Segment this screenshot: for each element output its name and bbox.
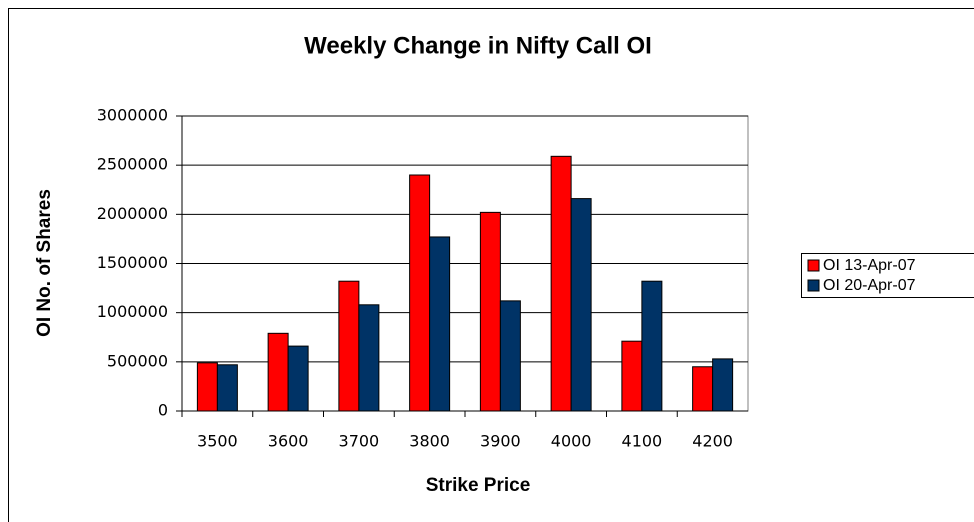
bar: [358, 304, 380, 412]
bar: [621, 340, 643, 412]
bar: [712, 358, 734, 412]
bar: [479, 211, 501, 412]
y-tick-label: 2000000: [97, 204, 168, 223]
x-tick-label: 4100: [622, 432, 663, 451]
bar: [338, 280, 360, 412]
y-tick-label: 1500000: [97, 253, 168, 272]
x-tick-label: 3800: [409, 432, 450, 451]
y-axis-label: OI No. of Shares: [34, 189, 55, 337]
bar: [641, 280, 663, 412]
legend-label: OI 20-Apr-07: [823, 277, 916, 294]
chart-title: Weekly Change in Nifty Call OI: [304, 32, 652, 59]
x-tick-label: 4000: [551, 432, 592, 451]
bar: [570, 198, 592, 412]
bar: [216, 364, 238, 412]
y-tick-label: 3000000: [97, 106, 168, 125]
x-axis-label: Strike Price: [426, 475, 531, 496]
legend-swatch: [807, 259, 820, 272]
bar: [409, 174, 431, 412]
y-tick-label: 500000: [107, 351, 168, 370]
x-tick-label: 3900: [480, 432, 521, 451]
legend-label: OI 13-Apr-07: [823, 257, 916, 274]
bar: [429, 236, 451, 412]
y-tick-label: 1000000: [97, 302, 168, 321]
y-tick-label: 2500000: [97, 155, 168, 174]
bar: [196, 362, 218, 412]
x-tick-label: 3500: [197, 432, 238, 451]
x-tick-label: 3700: [339, 432, 380, 451]
y-tick-label: 0: [158, 401, 168, 420]
bar: [267, 332, 289, 412]
bar: [499, 300, 521, 412]
legend-box: [801, 253, 974, 298]
x-tick-label: 3600: [268, 432, 309, 451]
bar: [550, 155, 572, 412]
legend-swatch: [807, 279, 820, 292]
bar: [692, 366, 714, 412]
bar: [287, 345, 309, 412]
x-tick-label: 4200: [692, 432, 733, 451]
